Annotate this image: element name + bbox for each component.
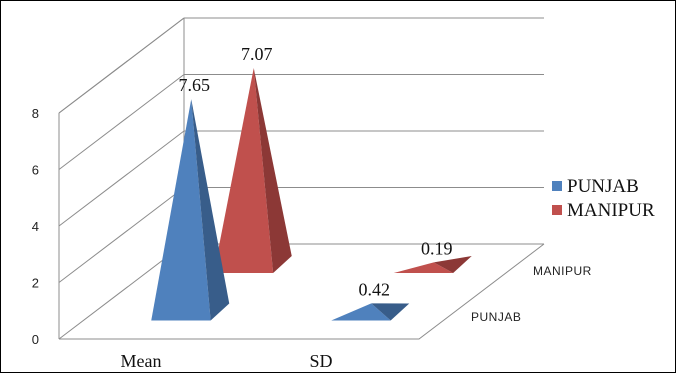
pyramid-manipur-sd: 0.19 [393, 238, 472, 273]
y-axis: 0 2 4 6 8 [32, 106, 39, 347]
chart-marks: 7.07 0.19 7.65 0.42 [151, 44, 472, 321]
data-label: 7.65 [179, 75, 211, 95]
legend-swatch-manipur [552, 205, 562, 215]
pyramid-front-face [213, 68, 274, 273]
y-tick-label: 4 [32, 219, 39, 234]
data-label: 0.42 [359, 279, 391, 299]
pyramid-front-face [331, 303, 391, 321]
pyramid-front-face [151, 99, 211, 321]
gridline-side [58, 130, 185, 227]
gridline-side [58, 74, 185, 170]
pyramid-side-face [191, 99, 230, 321]
data-label: 0.19 [421, 238, 453, 258]
chart-legend: PUNJAB MANIPUR [552, 176, 655, 221]
category-label-sd: SD [309, 351, 332, 371]
pyramid-front-face [393, 262, 454, 273]
pyramid-side-face [253, 68, 292, 273]
pyramid-punjab-sd: 0.42 [331, 279, 410, 321]
depth-label-punjab: PUNJAB [471, 310, 521, 324]
side-wall-top [58, 17, 185, 114]
chart-walls [58, 17, 545, 340]
category-label-mean: Mean [121, 351, 162, 371]
pyramid-punjab-mean: 7.65 [151, 75, 230, 321]
y-tick-label: 2 [32, 276, 39, 291]
depth-label-manipur: MANIPUR [533, 264, 592, 278]
data-label: 7.07 [241, 44, 273, 64]
y-tick-label: 8 [32, 106, 39, 121]
y-tick-label: 0 [32, 332, 39, 347]
y-tick-label: 6 [32, 163, 39, 178]
legend-label-punjab: PUNJAB [567, 176, 639, 197]
floor-edge [59, 243, 545, 340]
legend-label-manipur: MANIPUR [567, 200, 655, 221]
pyramid-side-face [371, 303, 410, 321]
pyramid-side-face [433, 256, 472, 273]
x-axis: Mean SD PUNJAB MANIPUR [121, 264, 592, 371]
gridline-side [58, 187, 185, 283]
pyramid-manipur-mean: 7.07 [213, 44, 292, 273]
legend-swatch-punjab [552, 181, 562, 191]
